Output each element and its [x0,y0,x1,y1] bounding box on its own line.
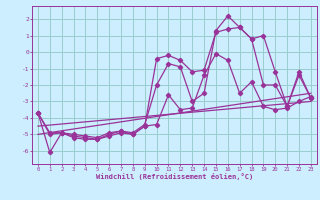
X-axis label: Windchill (Refroidissement éolien,°C): Windchill (Refroidissement éolien,°C) [96,173,253,180]
